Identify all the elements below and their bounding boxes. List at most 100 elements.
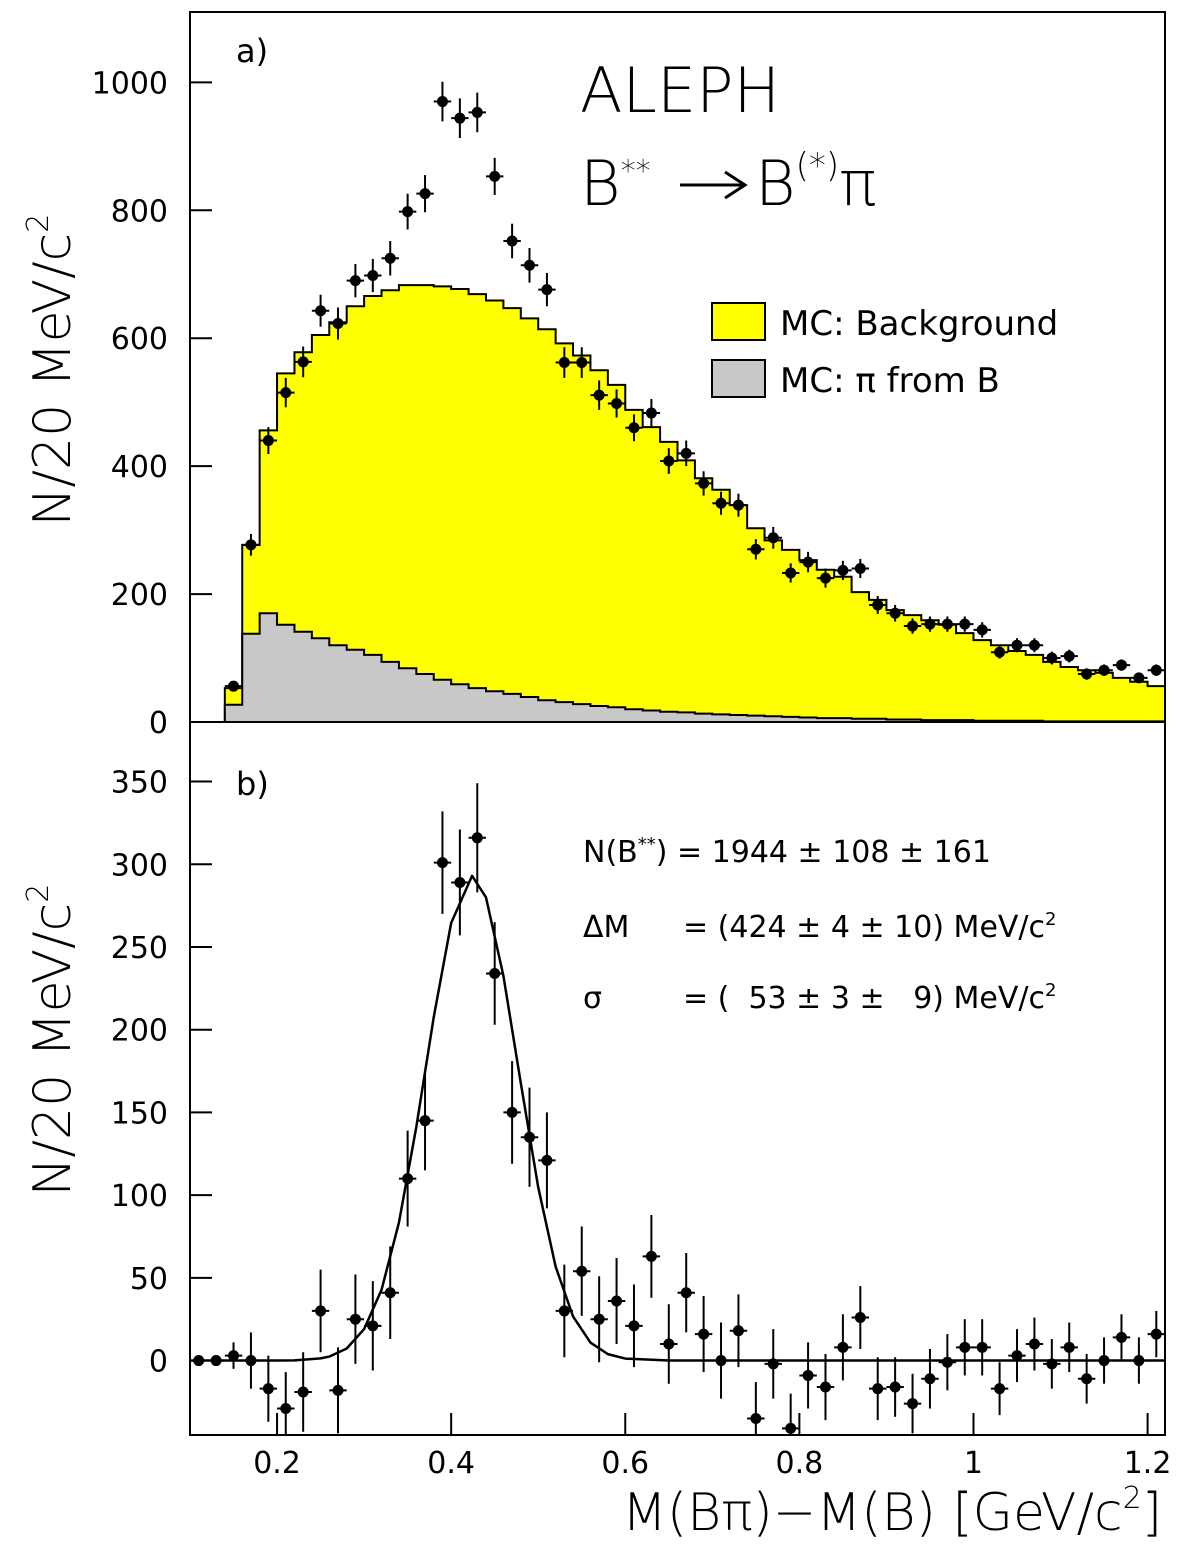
histogram-outline (190, 612, 1165, 722)
data-point (506, 235, 518, 247)
x-tick-label: 0.2 (253, 1446, 301, 1481)
histogram-bar (520, 697, 539, 722)
data-point (436, 96, 448, 108)
data-point (907, 1398, 919, 1410)
histogram-bar (294, 631, 313, 722)
annotation-part: = ( 53 ± 3 ± 9) MeV/c (683, 981, 1045, 1016)
data-point (367, 270, 379, 282)
data-point (1115, 1331, 1127, 1343)
histogram-bar (642, 427, 661, 722)
data-point (245, 539, 257, 551)
y-tick-label: 300 (111, 848, 168, 883)
histogram-bar (242, 633, 261, 722)
histogram-bar (903, 615, 922, 722)
histogram-bar (573, 704, 591, 722)
data-point (837, 564, 849, 576)
y-tick-label: 150 (111, 1096, 168, 1131)
histogram-bar (607, 707, 626, 722)
histogram-bar (781, 549, 800, 722)
histogram-bar (259, 613, 278, 722)
data-point (750, 1412, 762, 1424)
histogram-bar (747, 715, 765, 722)
histogram-bar (433, 286, 452, 722)
data-point (524, 1131, 536, 1143)
data-point (611, 1295, 623, 1307)
histogram-bar (660, 441, 678, 722)
data-point (367, 1320, 379, 1332)
data-point (994, 646, 1006, 658)
histogram-bar (329, 322, 348, 722)
data-point (872, 1383, 884, 1395)
data-point (785, 567, 797, 579)
histogram-bar (590, 370, 609, 722)
data-point (959, 1341, 971, 1353)
data-point (994, 1383, 1006, 1395)
histogram-bar (1025, 654, 1044, 722)
annotation: σ (583, 981, 602, 1016)
data-point (750, 543, 762, 555)
data-point (889, 1381, 901, 1393)
histogram-bar (346, 306, 365, 722)
data-point (349, 1313, 361, 1325)
data-point (663, 1338, 675, 1350)
data-point (489, 170, 501, 182)
legend: MC: Background MC: π from B (711, 302, 1058, 401)
data-point (262, 435, 274, 447)
data-point (628, 1320, 640, 1332)
y-axis-label: N/20 MeV/c2 (21, 884, 83, 1197)
data-point (228, 1350, 240, 1362)
histogram-bar (1060, 666, 1079, 722)
annotation-part: N(B (583, 835, 638, 870)
histogram-bar (329, 645, 348, 722)
histogram-bar (1130, 681, 1148, 722)
data-point (402, 206, 414, 218)
histogram-bar (607, 384, 626, 722)
histogram-bar (816, 718, 835, 722)
y-tick-label: 800 (111, 194, 168, 229)
histogram-bar (625, 709, 644, 722)
data-point (1063, 1341, 1075, 1353)
data-point (454, 112, 466, 124)
data-point (297, 356, 309, 368)
data-point (454, 876, 466, 888)
histogram-bar (416, 285, 435, 722)
data-point (1011, 1350, 1023, 1362)
data-point (506, 1106, 518, 1118)
data-point (541, 1154, 553, 1166)
data-point (489, 967, 501, 979)
data-point (1098, 664, 1110, 676)
histogram-bar (1008, 651, 1027, 722)
process-part: B (755, 147, 796, 220)
histogram-bar (799, 717, 818, 722)
histogram-bar (694, 713, 713, 722)
x-label-part: 2 (1123, 1481, 1142, 1516)
histogram-bar (520, 318, 539, 722)
histogram-bar (921, 620, 940, 722)
data-point (611, 397, 623, 409)
histogram-bar (485, 691, 504, 722)
histogram-bar (311, 335, 330, 722)
data-point (541, 284, 553, 296)
panel-label: a) (236, 32, 268, 70)
x-label-part: M(Bπ)−M(B) [GeV/c (622, 1483, 1123, 1543)
histogram-bar (886, 610, 905, 722)
annotation: N(B**) = 1944 ± 108 ± 161 (583, 834, 991, 870)
histogram-bar (764, 540, 783, 722)
data-point (976, 1341, 988, 1353)
histogram-bar (764, 716, 783, 722)
process-part: π (839, 147, 876, 220)
data-point (785, 1422, 797, 1434)
data-point (280, 1403, 292, 1415)
data-point (1063, 650, 1075, 662)
histogram-bar (433, 679, 452, 722)
y-label-part: 2 (21, 214, 56, 233)
data-point (854, 562, 866, 574)
data-point (732, 1325, 744, 1337)
data-point (732, 499, 744, 511)
annotation-part: = (424 ± 4 ± 10) MeV/c (683, 910, 1045, 945)
data-point (628, 422, 640, 434)
data-point (715, 497, 727, 509)
y-tick-label: 0 (149, 706, 168, 741)
data-point (332, 318, 344, 330)
